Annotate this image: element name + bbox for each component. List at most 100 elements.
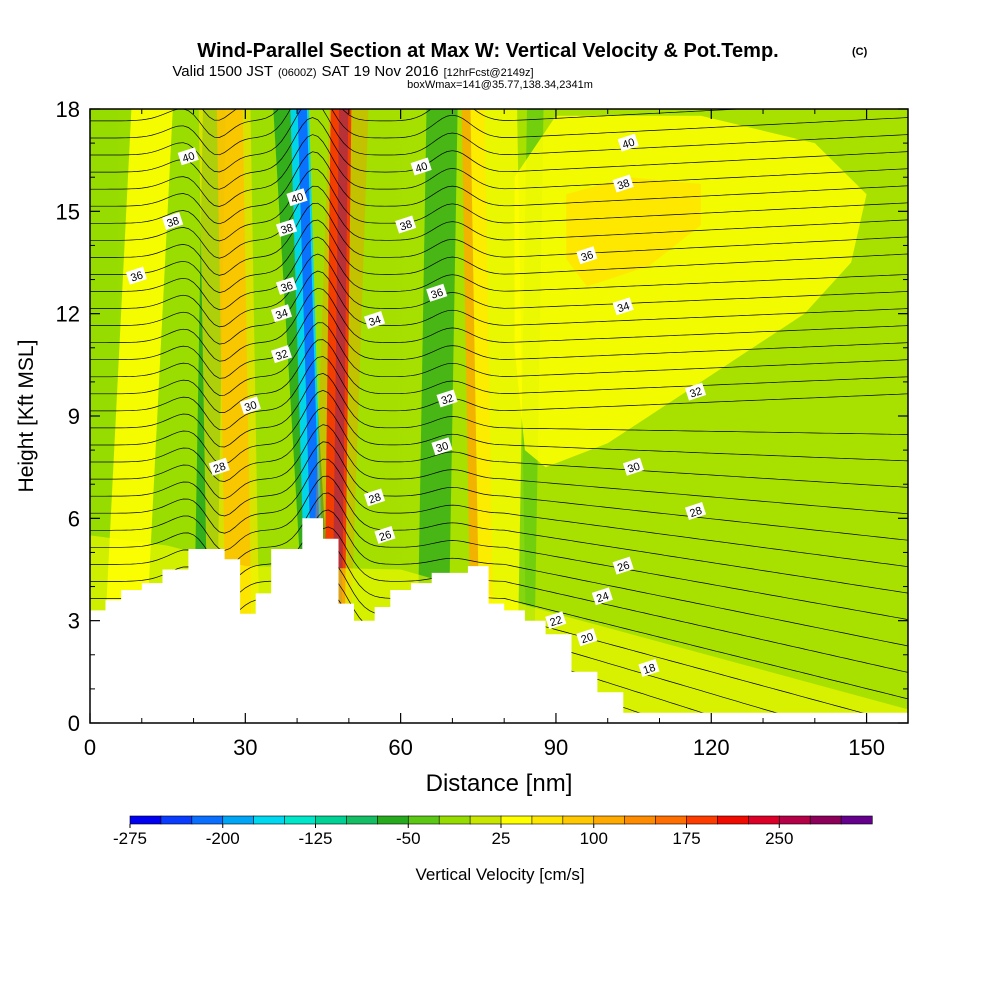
theta-contour-line bbox=[90, 458, 908, 568]
contour-label: 26 bbox=[374, 525, 396, 544]
contour-label-box bbox=[363, 311, 386, 329]
contour-label: 26 bbox=[612, 556, 634, 575]
contour-label-text: 34 bbox=[274, 307, 289, 322]
colorbar-swatch bbox=[593, 815, 626, 825]
contour-label-text: 40 bbox=[621, 136, 636, 151]
terrain-mask bbox=[90, 518, 908, 723]
contour-label-box bbox=[431, 437, 453, 456]
theta-contour-line bbox=[90, 407, 908, 488]
theta-contour-line bbox=[90, 202, 908, 276]
contour-label: 28 bbox=[363, 488, 386, 507]
colorbar-swatch bbox=[717, 815, 749, 825]
y-tick-label: 0 bbox=[68, 711, 80, 736]
contour-label-text: 32 bbox=[440, 392, 455, 407]
x-tick-label: 30 bbox=[233, 735, 257, 760]
colorbar-swatch bbox=[655, 815, 688, 825]
y-tick-label: 6 bbox=[68, 506, 80, 531]
contour-label-box bbox=[436, 389, 458, 408]
theta-contour-line bbox=[90, 151, 908, 225]
contour-label: 18 bbox=[638, 658, 660, 677]
contour-label-box bbox=[410, 157, 432, 176]
contour-label-box bbox=[270, 345, 293, 364]
x-axis-label: Distance [nm] bbox=[426, 770, 573, 797]
colorbar-tick-label: 250 bbox=[765, 829, 793, 848]
theta-contour-line bbox=[90, 236, 908, 311]
contour-label: 38 bbox=[275, 218, 298, 237]
theta-contour-line bbox=[90, 185, 908, 259]
contour-label-box bbox=[162, 212, 184, 231]
gold-region-right bbox=[566, 177, 701, 287]
y-tick-label: 15 bbox=[56, 199, 80, 224]
contour-label-box bbox=[363, 488, 386, 507]
contour-label: 36 bbox=[576, 246, 598, 264]
contour-label: 28 bbox=[684, 502, 707, 520]
contour-label-text: 26 bbox=[378, 529, 393, 544]
colorbar-swatch bbox=[253, 815, 286, 825]
contour-label-text: 34 bbox=[616, 300, 631, 315]
contour-label-text: 40 bbox=[414, 160, 429, 175]
contour-label: 38 bbox=[162, 212, 184, 231]
contour-label: 34 bbox=[363, 311, 386, 329]
box-wmax-note: boxWmax=141@35.77,138.34,2341m bbox=[407, 79, 593, 91]
contour-label: 30 bbox=[239, 396, 261, 415]
theta-contour-line bbox=[90, 475, 908, 594]
contour-label-box bbox=[576, 628, 598, 647]
contour-label-box bbox=[638, 658, 660, 677]
contour-label-box bbox=[374, 525, 396, 544]
contour-label: 32 bbox=[270, 345, 293, 364]
copyright-mark: (C) bbox=[852, 46, 868, 58]
colorbar-swatch bbox=[686, 815, 719, 825]
contour-label-text: 24 bbox=[595, 590, 610, 605]
colorbar-swatch bbox=[500, 815, 533, 825]
contour-label-box bbox=[545, 611, 567, 630]
colorbar-tick-label: -200 bbox=[206, 829, 240, 848]
contour-label: 36 bbox=[426, 283, 448, 302]
contour-label: 32 bbox=[436, 389, 458, 408]
contour-label-box bbox=[622, 457, 645, 476]
theta-contour-line bbox=[90, 287, 908, 362]
contour-label-text: 32 bbox=[274, 348, 289, 363]
contour-label-box bbox=[617, 133, 639, 152]
contour-label-text: 40 bbox=[181, 150, 196, 165]
contour-label-text: 18 bbox=[642, 662, 657, 677]
contour-label-text: 38 bbox=[165, 215, 180, 230]
colorbar-swatch bbox=[191, 815, 224, 825]
colorbar-swatch bbox=[284, 815, 317, 825]
plot-area: 40 38 36 40 38 36 34 32 30 28 40 38 36 34 32 30 28 26 40 38… bbox=[90, 109, 908, 723]
colorbar-swatch bbox=[377, 815, 409, 825]
contour-label-text: 36 bbox=[580, 249, 595, 264]
contour-label-text: 40 bbox=[290, 191, 305, 206]
colorbar-swatch bbox=[624, 815, 657, 825]
contour-label: 24 bbox=[591, 587, 613, 605]
colorbar-label: Vertical Velocity [cm/s] bbox=[415, 865, 584, 884]
x-tick-label: 90 bbox=[544, 735, 568, 760]
theta-contour-line bbox=[90, 322, 908, 396]
contour-label-box bbox=[208, 457, 230, 476]
colorbar-tick-label: -275 bbox=[113, 829, 147, 848]
contour-label-box bbox=[239, 396, 261, 415]
colorbar-swatch bbox=[809, 815, 842, 825]
colorbar-swatch bbox=[315, 815, 348, 825]
theta-contour-line bbox=[90, 424, 908, 515]
colorbar-swatch bbox=[778, 815, 811, 825]
colorbar-swatch bbox=[469, 815, 502, 825]
contour-label: 32 bbox=[684, 382, 707, 401]
contour-label-box bbox=[684, 382, 707, 401]
colorbar-swatch bbox=[407, 815, 440, 825]
colorbar-swatch bbox=[748, 815, 780, 825]
contour-label: 40 bbox=[617, 133, 639, 152]
contour-label-text: 30 bbox=[243, 399, 258, 414]
contour-label-text: 38 bbox=[616, 177, 631, 192]
theta-contour-line bbox=[90, 117, 908, 190]
contour-label-box bbox=[612, 556, 634, 575]
contour-label-box bbox=[612, 174, 634, 193]
contour-label-box bbox=[125, 266, 148, 285]
contour-label-box bbox=[286, 188, 308, 207]
contour-label-text: 38 bbox=[398, 218, 413, 233]
theta-contour-line bbox=[90, 305, 908, 379]
colorbar-swatch bbox=[531, 815, 564, 825]
theta-contour-line bbox=[90, 356, 908, 431]
contour-label-text: 36 bbox=[430, 287, 445, 302]
